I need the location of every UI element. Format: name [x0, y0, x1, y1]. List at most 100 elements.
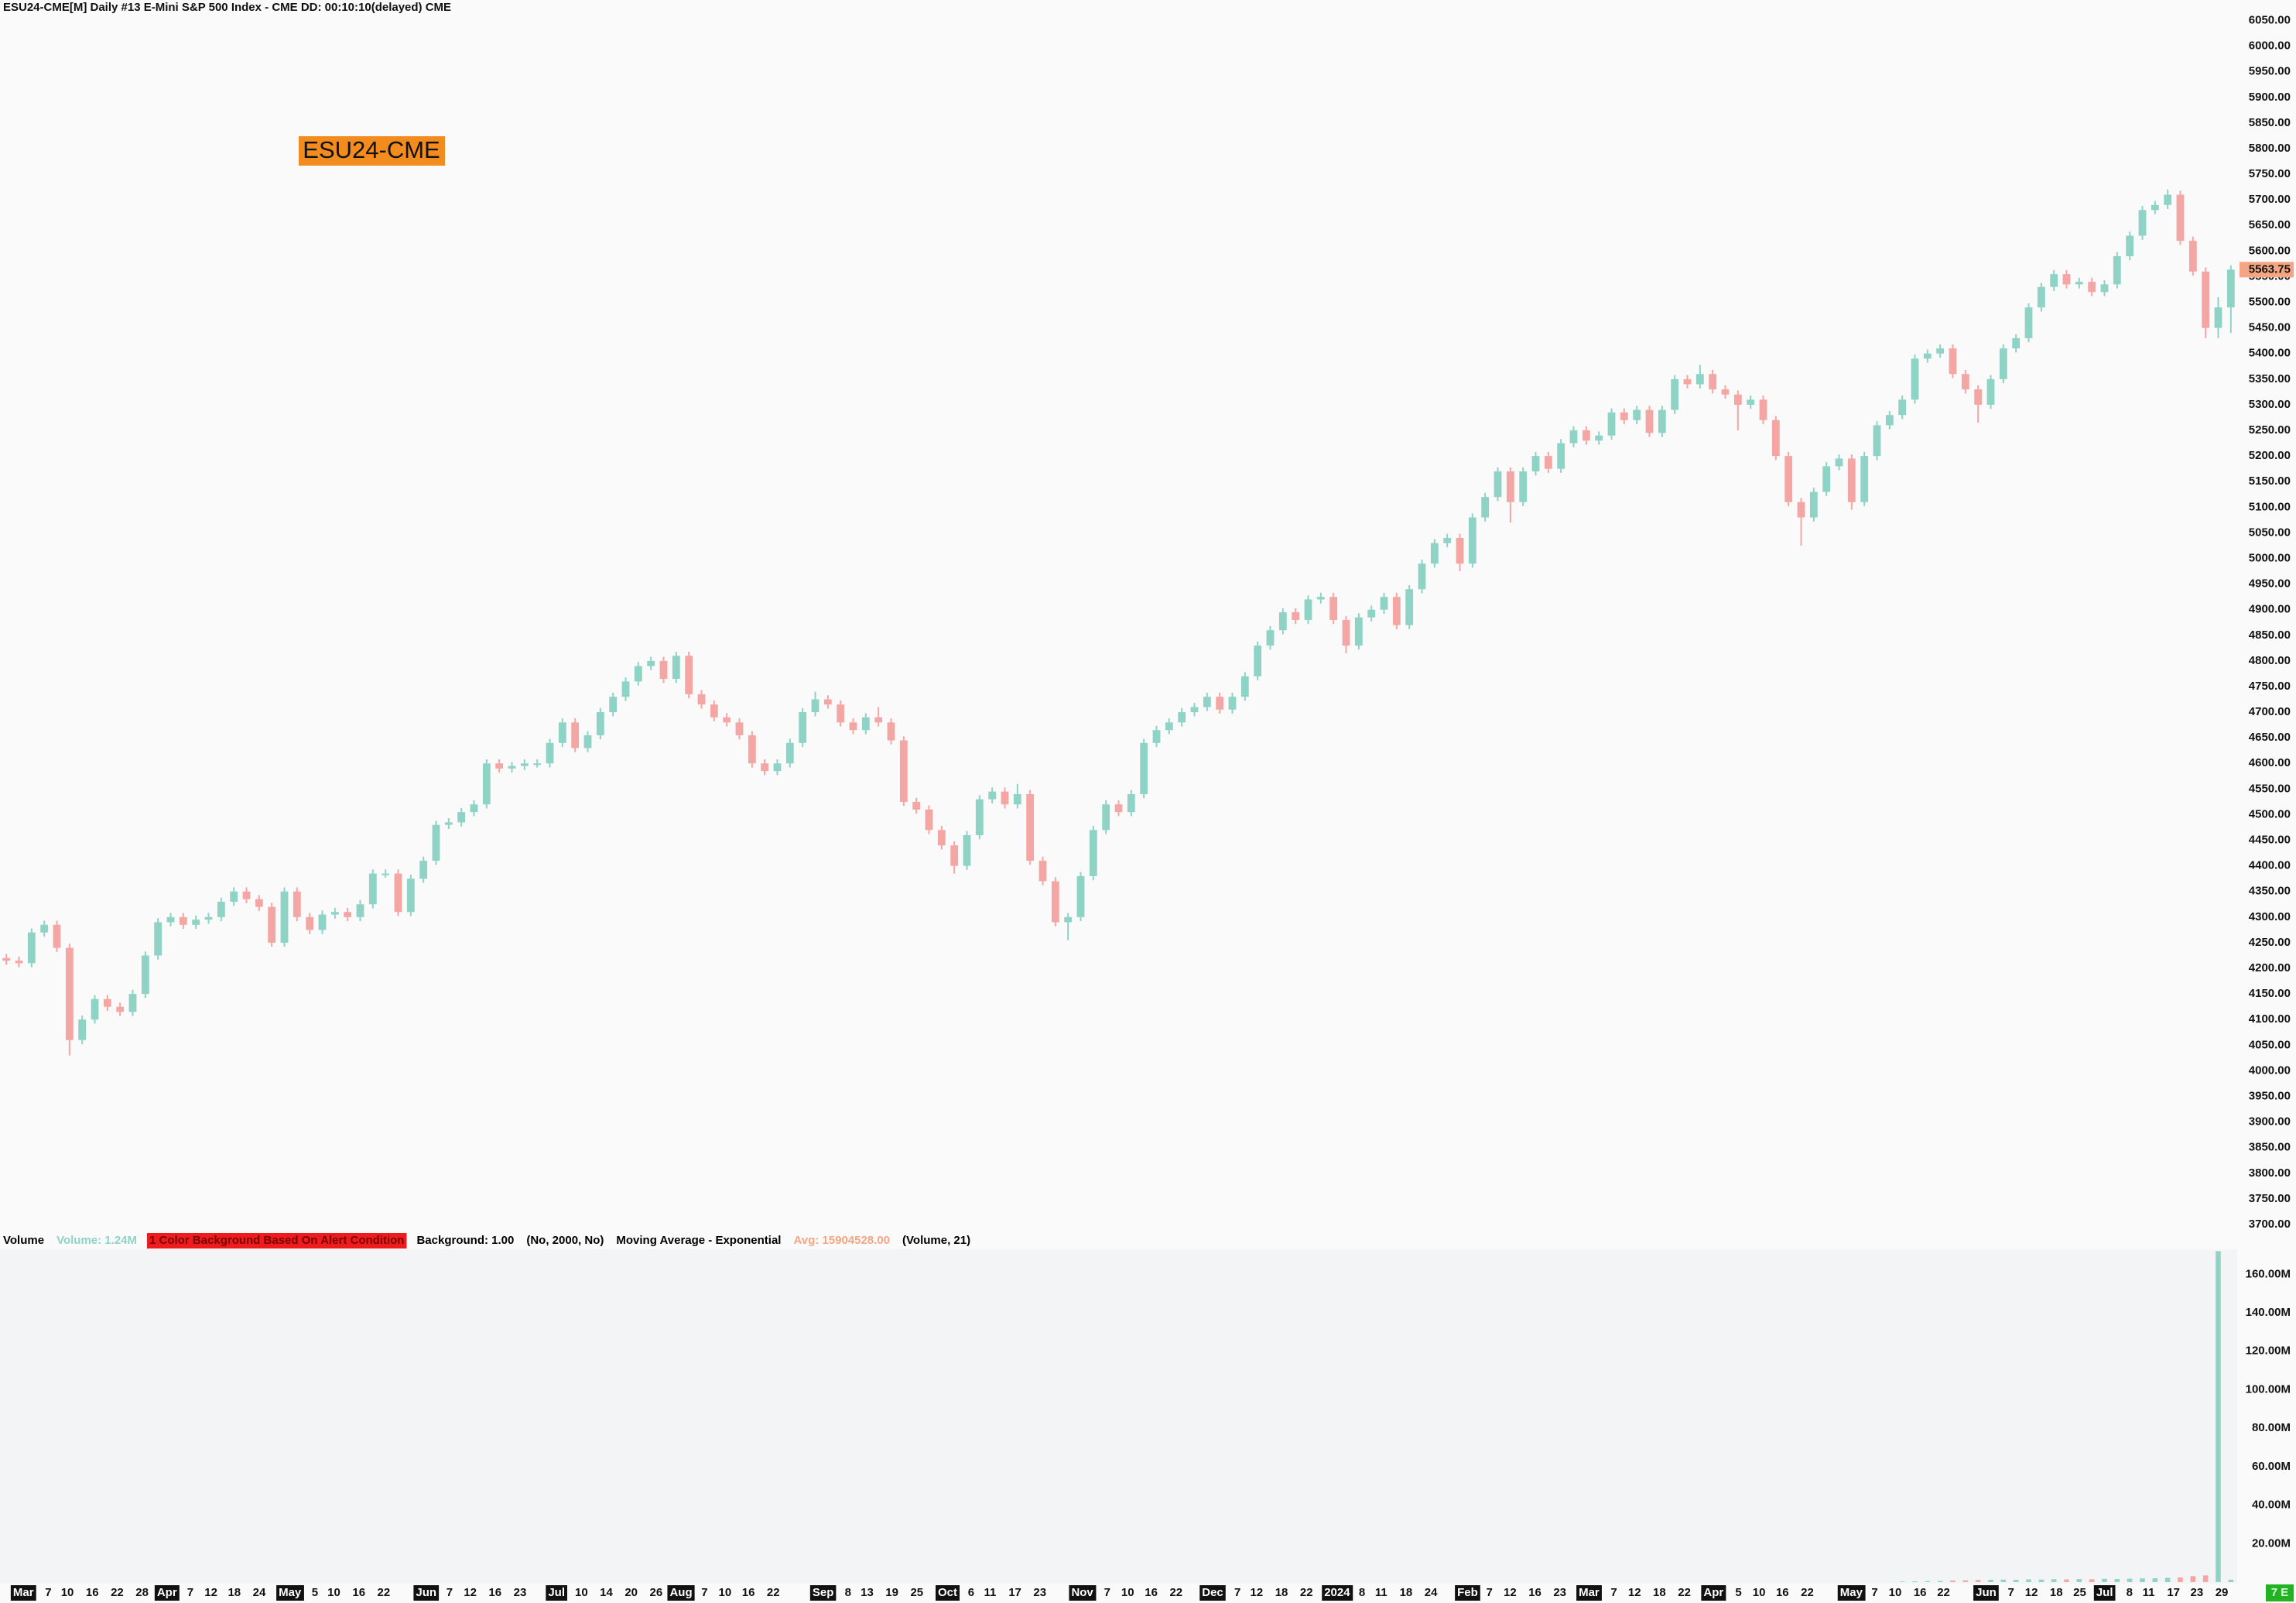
volume-bar: [2000, 1579, 2007, 1582]
candle-body: [1165, 722, 1173, 731]
candle-body: [91, 998, 99, 1020]
x-tick-label: 22: [378, 1586, 391, 1599]
y-tick-label: 3850.00: [2249, 1141, 2291, 1154]
x-tick-label: 8: [845, 1586, 851, 1599]
candle-body: [1380, 597, 1388, 610]
x-tick-label: 22: [1300, 1586, 1313, 1599]
candle-body: [811, 699, 820, 713]
candle-body: [1316, 597, 1325, 600]
candle-body: [1443, 538, 1452, 543]
candle-body: [1620, 412, 1628, 420]
y-tick-label: 4050.00: [2249, 1038, 2291, 1051]
x-tick-major-label: Apr: [1703, 1586, 1723, 1599]
x-tick-major-label: Mar: [13, 1586, 34, 1599]
candle-body: [1292, 612, 1300, 620]
candle-body: [697, 694, 706, 705]
volume-bar: [2190, 1576, 2196, 1582]
x-tick-label: 16: [1145, 1586, 1158, 1599]
candle-body: [887, 722, 895, 741]
candle-body: [1986, 378, 1995, 405]
y-tick-label: 4500.00: [2249, 807, 2291, 820]
y-tick-label: 5850.00: [2249, 116, 2291, 129]
candle-body: [1822, 466, 1831, 492]
x-tick-badge: [1837, 1585, 1866, 1601]
candle-body: [1013, 793, 1021, 805]
candle-body: [103, 998, 111, 1007]
candle-body: [2075, 282, 2083, 285]
candle-body: [912, 801, 921, 810]
candle-body: [773, 763, 782, 772]
candle-body: [1418, 563, 1426, 590]
x-tick-label: 23: [2191, 1586, 2204, 1599]
y-tick-label: 5800.00: [2249, 142, 2291, 155]
x-tick-label: 25: [910, 1586, 923, 1599]
x-tick-label: 14: [600, 1586, 613, 1599]
y-tick-label: 4450.00: [2249, 834, 2291, 847]
y-tick-label: 4600.00: [2249, 756, 2291, 769]
x-tick-badge: [1455, 1585, 1480, 1601]
volume-tick-label: 100.00M: [2246, 1382, 2291, 1396]
candle-body: [1114, 804, 1123, 813]
x-tick-label: 7: [1234, 1586, 1240, 1599]
candle-body: [1026, 793, 1035, 861]
x-tick-label: 18: [1653, 1586, 1666, 1599]
candle-body: [963, 834, 971, 866]
candle-body: [1733, 394, 1742, 405]
study-label: Background: 1.00: [416, 1234, 514, 1247]
candle-body: [53, 924, 61, 948]
candle-body: [1784, 456, 1793, 502]
x-tick-label: 22: [111, 1586, 124, 1599]
x-tick-label: 5: [1735, 1586, 1741, 1599]
x-tick-label: 11: [2143, 1586, 2155, 1599]
x-tick-label: 22: [767, 1586, 780, 1599]
volume-bar: [1912, 1581, 1918, 1582]
candle-body: [1266, 630, 1275, 646]
candle-body: [2037, 286, 2045, 308]
candle-body: [583, 735, 592, 748]
candle-body: [1329, 597, 1338, 620]
candle-body: [457, 812, 466, 823]
y-tick-label: 4200.00: [2249, 961, 2291, 974]
candle-body: [1278, 612, 1287, 631]
x-tick-badge: [809, 1585, 837, 1601]
candle-body: [1178, 712, 1186, 723]
candle-body: [1949, 348, 1957, 375]
volume-bar: [1937, 1581, 1943, 1582]
y-tick-label: 4100.00: [2249, 1012, 2291, 1026]
candle-body: [1506, 471, 1514, 502]
candle-body: [356, 904, 364, 917]
y-tick-label: 3800.00: [2249, 1166, 2291, 1180]
x-tick-label: 16: [488, 1586, 501, 1599]
x-tick-badge: [1973, 1585, 1999, 1601]
volume-bar: [2013, 1580, 2019, 1582]
x-tick-label: 12: [1504, 1586, 1517, 1599]
candle-body: [65, 947, 74, 1040]
candle-body: [2113, 255, 2121, 285]
x-tick-label: 10: [1889, 1586, 1902, 1599]
candle-body: [1001, 791, 1009, 805]
x-tick-label: 12: [2025, 1586, 2038, 1599]
y-tick-label: 5050.00: [2249, 526, 2291, 539]
candle-body: [204, 916, 213, 920]
candle-body: [230, 891, 238, 902]
candle-body: [1203, 697, 1211, 707]
candle-body: [280, 891, 289, 943]
x-tick-label: 26: [650, 1586, 663, 1599]
candle-body: [192, 920, 200, 925]
last-price-label: 5563.75: [2249, 262, 2291, 276]
study-label: Avg: 15904528.00: [793, 1234, 890, 1247]
candle-body: [1873, 425, 1881, 457]
study-label: (Volume, 21): [902, 1234, 970, 1247]
x-tick-badge: [1576, 1585, 1602, 1601]
candle-body: [368, 873, 377, 905]
volume-bar: [2102, 1578, 2107, 1582]
candle-body: [2024, 307, 2033, 338]
candle-body: [15, 961, 23, 964]
x-tick-label: 17: [1008, 1586, 1021, 1599]
candle-body: [2126, 235, 2134, 256]
candle-body: [1961, 374, 1969, 390]
volume-bar: [2089, 1579, 2095, 1582]
candle-body: [647, 660, 655, 666]
volume-bar: [2152, 1578, 2158, 1582]
x-tick-label: 22: [1937, 1586, 1950, 1599]
